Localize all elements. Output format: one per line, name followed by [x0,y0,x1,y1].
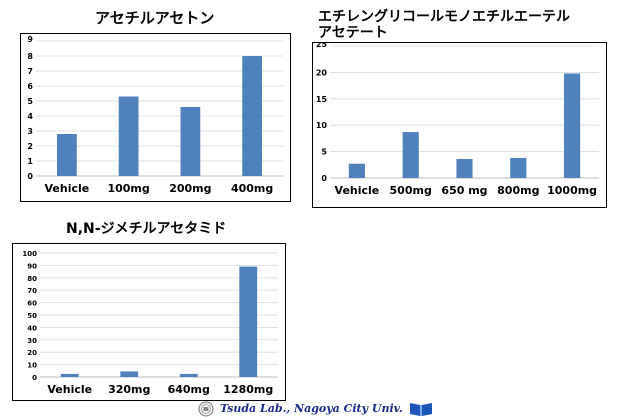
x-category-label: 800mg [497,184,539,197]
chart1-svg: 0 1 2 3 4 5 6 7 8 9 Vehicle 100mg 200mg 400mg [20,33,291,202]
y-tick-label: 0 [32,374,37,382]
university-seal-icon [198,401,214,416]
chart2-panel: 0 5 10 15 20 25 Vehicle 500mg 650 mg 800mg 1000mg [312,42,607,208]
y-tick-label: 40 [27,324,37,332]
chart1-panel: 0 1 2 3 4 5 6 7 8 9 Vehicle 100mg 200mg 400mg [20,33,291,202]
bar [60,373,79,377]
chart2-title-line2: アセテート [318,25,388,41]
x-category-label: Vehicle [45,182,90,195]
x-category-label: Vehicle [47,383,92,396]
x-category-label: 200mg [169,182,211,195]
bar [242,56,263,176]
y-tick-label: 0 [321,174,327,183]
y-tick-label: 7 [27,67,33,76]
footer-credit: Tsuda Lab., Nagoya City Univ. [198,400,433,417]
y-tick-label: 20 [27,349,37,357]
y-tick-label: 15 [316,95,328,104]
y-tick-label: 20 [316,68,328,77]
book-logo-icon [409,402,432,416]
x-category-label: 500mg [390,184,432,197]
chart3-svg: 0 10 20 30 40 50 60 70 80 90 100 Vehicle 320mg 640mg 1… [12,243,286,401]
y-tick-label: 3 [27,127,33,136]
bar [239,266,258,377]
bar [564,73,581,178]
y-tick-label: 2 [27,142,33,151]
y-tick-label: 90 [27,262,37,270]
chart1-title: アセチルアセトン [95,9,215,27]
y-tick-label: 25 [316,42,328,49]
y-tick-label: 8 [27,52,33,61]
y-tick-label: 6 [27,82,33,91]
y-tick-label: 50 [27,312,37,320]
chart3-title: N,N-ジメチルアセタミド [66,221,227,237]
x-category-label: 1280mg [223,383,273,396]
y-tick-label: 5 [321,148,327,157]
y-tick-label: 100 [22,250,37,258]
bar [56,134,77,176]
x-category-label: 320mg [108,383,150,396]
chart3-panel: 0 10 20 30 40 50 60 70 80 90 100 Vehicle 320mg 640mg 1… [12,243,286,401]
bar [348,163,365,178]
x-category-label: 640mg [168,383,210,396]
x-category-label: 650 mg [441,184,487,197]
y-tick-label: 10 [316,121,328,130]
y-tick-label: 10 [27,362,37,370]
bar [510,157,527,178]
y-tick-label: 1 [27,157,33,166]
x-category-label: Vehicle [335,184,380,197]
x-category-label: 400mg [231,182,273,195]
bar [120,371,139,377]
y-tick-label: 60 [27,300,37,308]
y-tick-label: 80 [27,275,37,283]
bar [456,158,473,178]
bar [180,107,201,176]
footer-credit-text: Tsuda Lab., Nagoya City Univ. [220,402,403,415]
x-category-label: 100mg [107,182,149,195]
y-tick-label: 70 [27,287,37,295]
y-tick-label: 5 [27,97,33,106]
y-tick-label: 0 [27,172,33,181]
chart2-svg: 0 5 10 15 20 25 Vehicle 500mg 650 mg 800mg 1000mg [312,42,607,208]
bar [118,96,139,176]
y-tick-label: 30 [27,337,37,345]
y-tick-label: 9 [27,35,33,44]
y-tick-label: 4 [27,112,33,121]
bar [402,132,419,178]
bar [179,373,198,377]
chart2-title-line1: エチレングリコールモノエチルエーテル [318,9,570,25]
x-category-label: 1000mg [547,184,597,197]
